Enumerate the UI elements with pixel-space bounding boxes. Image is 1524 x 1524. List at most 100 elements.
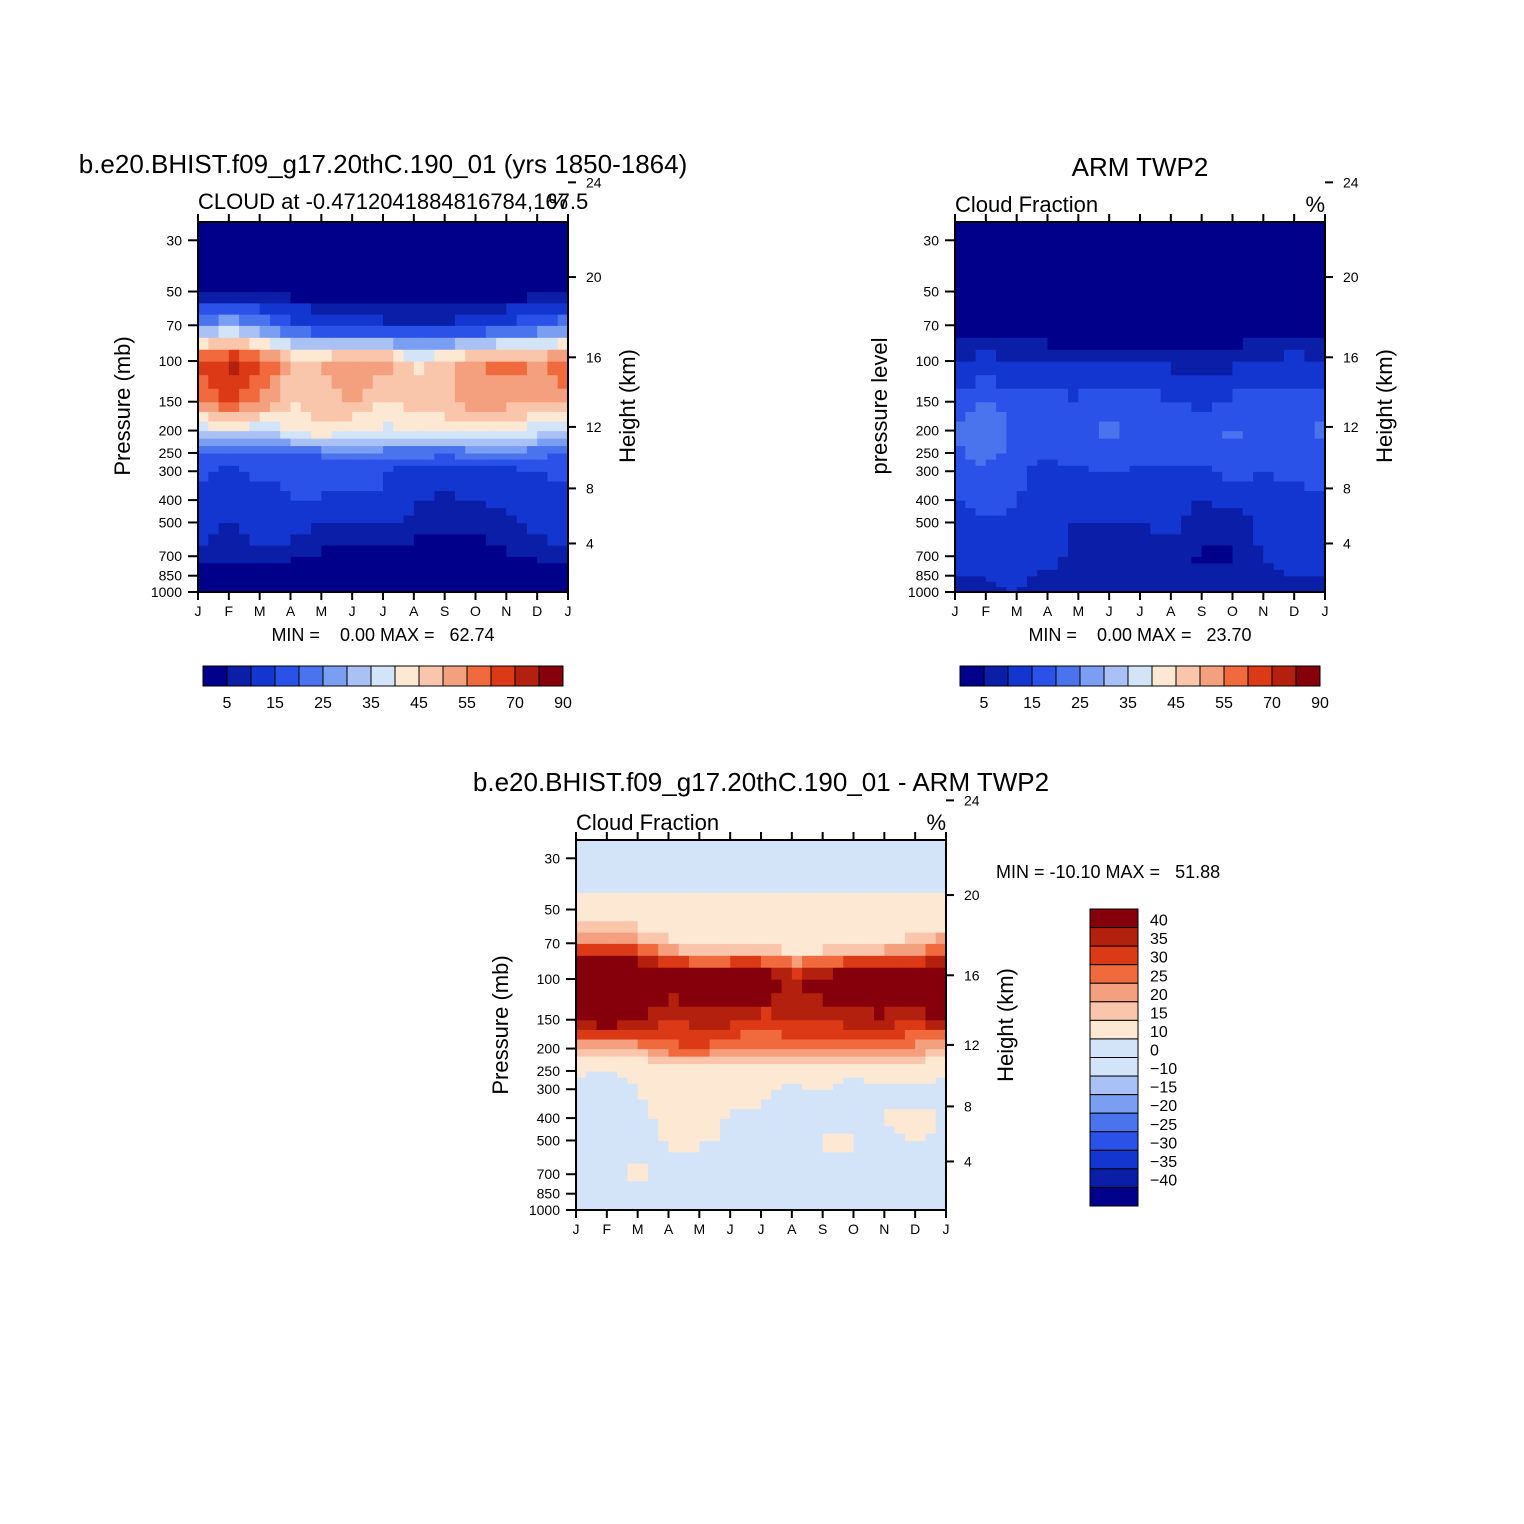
contour-cell	[526, 471, 538, 482]
contour-cell	[280, 274, 292, 293]
contour-cell	[668, 1133, 680, 1142]
contour-cell	[506, 438, 518, 447]
contour-cell	[576, 892, 587, 911]
contour-cell	[904, 892, 916, 911]
contour-cell	[812, 932, 824, 944]
contour-cell	[300, 240, 312, 258]
contour-cell	[781, 1063, 793, 1072]
contour-cell	[996, 471, 1007, 482]
contour-cell	[802, 909, 813, 922]
contour-cell	[975, 445, 987, 454]
contour-cell	[1211, 274, 1223, 293]
contour-cell	[606, 1180, 618, 1188]
contour-cell	[413, 562, 425, 570]
contour-cell	[832, 1151, 844, 1164]
contour-cell	[198, 480, 209, 492]
contour-cell	[239, 471, 250, 482]
contour-cell	[647, 1029, 659, 1040]
contour-cell	[1232, 302, 1244, 315]
contour-cell	[771, 1199, 783, 1206]
y-tick-label: 300	[537, 1081, 561, 1097]
contour-cell	[300, 411, 312, 422]
contour-cell	[740, 1125, 752, 1134]
contour-cell	[239, 291, 250, 304]
contour-cell	[372, 562, 384, 570]
contour-cell	[791, 1199, 803, 1206]
contour-cell	[1016, 507, 1028, 516]
x-tick-label: M	[1072, 603, 1084, 619]
contour-cell	[1047, 490, 1059, 501]
contour-cell	[1273, 349, 1285, 362]
contour-cell	[709, 1162, 721, 1175]
contour-cell	[526, 349, 538, 362]
contour-cell	[280, 480, 292, 492]
contour-cell	[771, 1089, 783, 1100]
contour-cell	[1191, 257, 1203, 276]
contour-cell	[925, 1174, 937, 1182]
contour-cell	[496, 586, 507, 592]
contour-cell	[1129, 515, 1141, 524]
contour-cell	[915, 1048, 927, 1057]
contour-cell	[832, 1048, 844, 1057]
contour-cell	[485, 291, 497, 304]
contour-cell	[393, 586, 405, 592]
contour-cell	[321, 337, 333, 350]
contour-cell	[557, 420, 568, 432]
contour-cell	[925, 1019, 937, 1030]
contour-cell	[1026, 325, 1038, 338]
contour-cell	[516, 257, 528, 276]
contour-cell	[761, 979, 772, 994]
contour-cell	[709, 892, 721, 911]
contour-cell	[547, 325, 559, 338]
contour-cell	[853, 932, 865, 944]
contour-cell	[547, 569, 559, 577]
x-tick-label: J	[195, 603, 202, 619]
contour-cell	[393, 445, 405, 454]
contour-cell	[393, 388, 405, 403]
contour-cell	[1047, 420, 1059, 432]
height-tick-label: 16	[1343, 349, 1359, 365]
contour-cell	[822, 1125, 834, 1134]
contour-cell	[496, 556, 507, 564]
colorbar-label: 25	[314, 695, 332, 712]
contour-cell	[822, 1162, 834, 1175]
contour-cell	[537, 438, 549, 447]
contour-cell	[557, 500, 568, 509]
contour-cell	[269, 274, 281, 293]
contour-cell	[874, 1006, 885, 1021]
contour-cell	[985, 349, 997, 362]
contour-cell	[1016, 388, 1028, 403]
contour-cell	[280, 562, 292, 570]
contour-cell	[290, 302, 302, 315]
contour-cell	[925, 1056, 937, 1065]
contour-cell	[771, 943, 783, 956]
contour-cell	[1057, 507, 1069, 516]
contour-cell	[383, 291, 394, 304]
contour-cell	[413, 337, 425, 350]
contour-cell	[496, 533, 507, 546]
contour-cell	[996, 349, 1007, 362]
contour-cell	[403, 274, 415, 293]
contour-cell	[403, 459, 415, 466]
contour-cell	[1294, 420, 1306, 432]
contour-cell	[1253, 522, 1264, 535]
contour-cell	[606, 1056, 618, 1065]
contour-cell	[965, 522, 977, 535]
colorbar-box	[983, 665, 1009, 687]
contour-cell	[812, 1108, 824, 1119]
contour-cell	[771, 1174, 783, 1182]
contour-cell	[1273, 490, 1285, 501]
contour-cell	[259, 459, 271, 466]
contour-cell	[1160, 465, 1172, 472]
contour-cell	[393, 420, 405, 432]
colorbar-label: 30	[1150, 950, 1168, 967]
colorbar-box	[1247, 665, 1273, 687]
contour-cell	[1263, 452, 1275, 460]
contour-cell	[843, 1204, 855, 1210]
contour-cell	[1253, 452, 1264, 460]
contour-cell	[454, 314, 466, 326]
colorbar-box	[274, 665, 300, 687]
contour-cell	[1098, 388, 1110, 403]
contour-cell	[1119, 401, 1131, 412]
contour-cell	[1304, 337, 1316, 350]
